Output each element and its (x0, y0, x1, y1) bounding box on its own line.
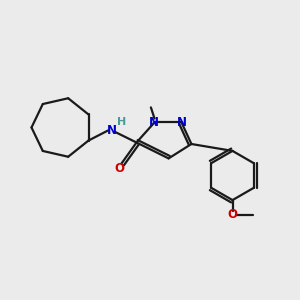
Text: O: O (227, 208, 238, 221)
Text: N: N (149, 116, 159, 129)
Text: N: N (177, 116, 187, 129)
Text: N: N (106, 124, 117, 137)
Text: H: H (117, 117, 126, 127)
Text: O: O (114, 162, 124, 176)
